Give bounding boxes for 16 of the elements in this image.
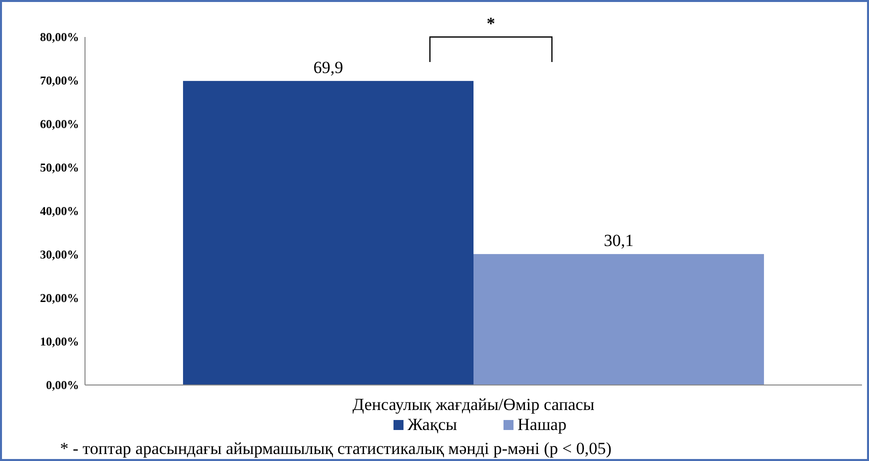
y-tick-label: 50,00% bbox=[40, 160, 79, 175]
y-tick-label: 30,00% bbox=[40, 248, 79, 262]
legend-label: Нашар bbox=[518, 415, 566, 434]
y-tick-label: 60,00% bbox=[40, 117, 79, 132]
y-tick-label: 70,00% bbox=[40, 74, 79, 88]
x-tick-label: Денсаулық жағдайы/Өмір сапасы bbox=[352, 395, 596, 414]
y-tick-label: 10,00% bbox=[40, 334, 79, 349]
y-tick-label: 0,00% bbox=[46, 378, 79, 392]
legend-label: Жақсы bbox=[408, 415, 458, 434]
text: * - топтар арасындағы айырмашылық статистикалық мәнді p-мәні (p < 0,05) bbox=[60, 439, 612, 458]
y-tick-label: 20,00% bbox=[40, 291, 79, 306]
data-label: 69,9 bbox=[313, 58, 344, 77]
text: * bbox=[486, 14, 496, 33]
data-label: 30,1 bbox=[604, 231, 634, 250]
y-tick-label: 40,00% bbox=[40, 204, 79, 218]
y-tick-label: 80,00% bbox=[40, 30, 79, 44]
